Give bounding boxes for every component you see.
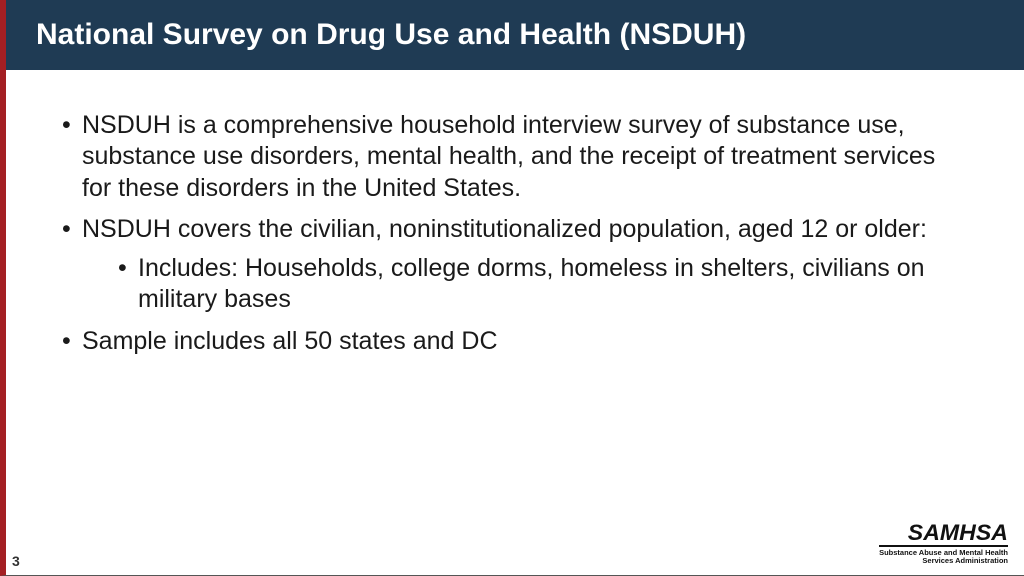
bullet-text: NSDUH is a comprehensive household inter… [82,111,935,202]
slide-header: National Survey on Drug Use and Health (… [6,0,1024,70]
slide: National Survey on Drug Use and Health (… [0,0,1024,576]
logo-underline [879,545,1008,547]
logo-wordmark: SAMHSA [873,522,1008,544]
sub-bullet-list: Includes: Households, college dorms, hom… [82,253,964,316]
logo-tagline-2: Services Administration [879,557,1008,565]
page-number: 3 [12,553,20,569]
bullet-item: NSDUH covers the civilian, noninstitutio… [56,214,964,316]
bullet-list: NSDUH is a comprehensive household inter… [56,110,964,357]
bullet-text: NSDUH covers the civilian, noninstitutio… [82,215,927,243]
slide-title: National Survey on Drug Use and Health (… [36,18,746,51]
slide-body: NSDUH is a comprehensive household inter… [6,70,1024,357]
bullet-item: Sample includes all 50 states and DC [56,326,964,357]
bullet-text: Sample includes all 50 states and DC [82,327,498,355]
bullet-item: NSDUH is a comprehensive household inter… [56,110,964,204]
sub-bullet-item: Includes: Households, college dorms, hom… [112,253,964,316]
samhsa-logo: SAMHSA Substance Abuse and Mental Health… [879,522,1008,566]
sub-bullet-text: Includes: Households, college dorms, hom… [138,254,925,313]
